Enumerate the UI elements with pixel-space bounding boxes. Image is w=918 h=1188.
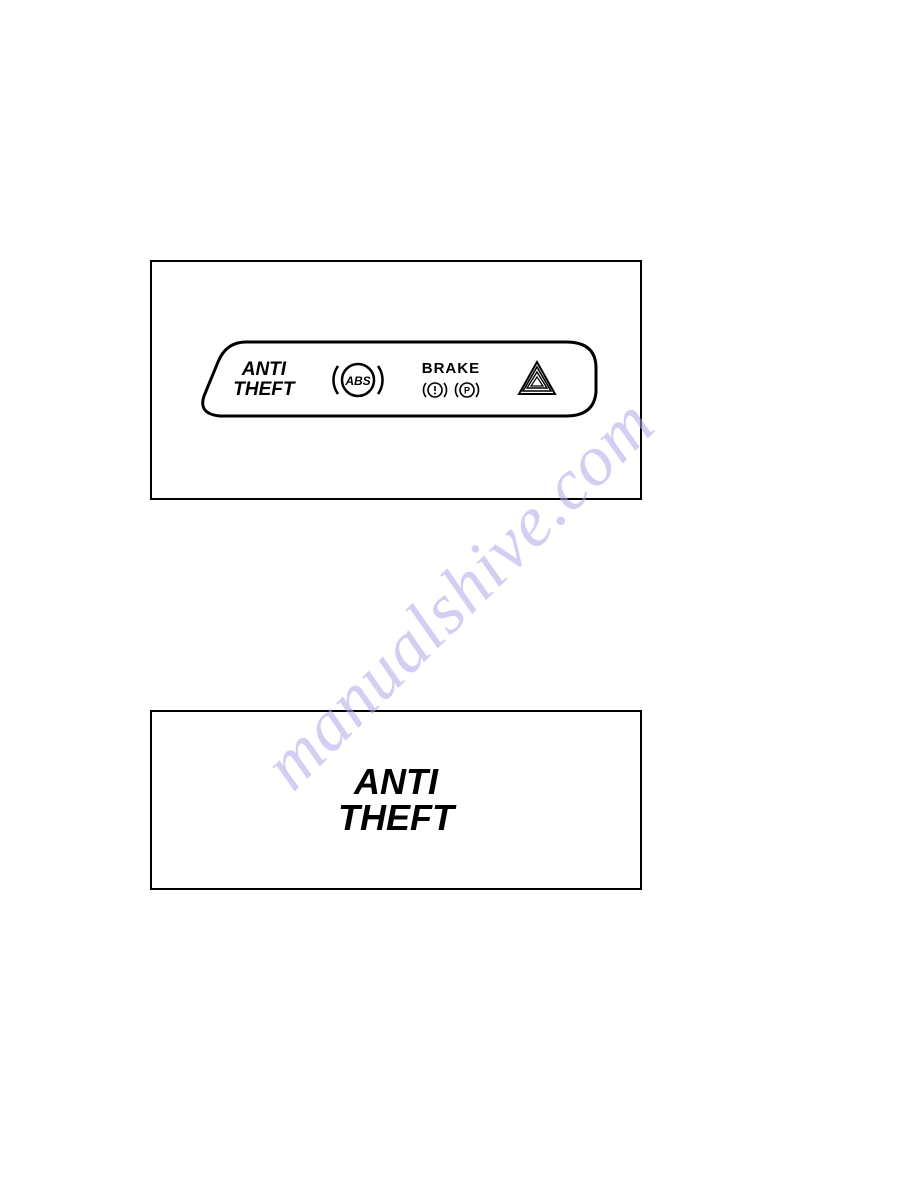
abs-indicator-icon: ABS xyxy=(329,358,387,402)
anti-theft-line1: ANTI xyxy=(233,360,294,380)
brake-icons-row: P xyxy=(422,379,480,401)
figure-anti-theft-label: ANTI THEFT xyxy=(150,710,642,890)
figure-cluster-panel: ANTI THEFT ABS BRAKE xyxy=(150,260,642,500)
svg-text:P: P xyxy=(464,385,470,395)
anti-theft-big-label: ANTI THEFT xyxy=(338,764,454,836)
anti-theft-indicator-label: ANTI THEFT xyxy=(233,360,294,400)
abs-icon-svg: ABS xyxy=(329,358,387,402)
brake-label-text: BRAKE xyxy=(422,360,480,377)
abs-text: ABS xyxy=(344,374,370,388)
cluster-content-row: ANTI THEFT ABS BRAKE xyxy=(186,334,606,426)
big-anti-line2: THEFT xyxy=(338,800,454,836)
anti-theft-line2: THEFT xyxy=(233,380,294,400)
big-anti-line1: ANTI xyxy=(338,764,454,800)
hazard-warning-icon xyxy=(515,358,559,403)
hazard-icon-svg xyxy=(515,358,559,398)
parking-brake-icon: P xyxy=(454,379,480,401)
brake-indicator-block: BRAKE P xyxy=(422,360,480,401)
brake-warning-icon xyxy=(422,379,448,401)
instrument-cluster-outline: ANTI THEFT ABS BRAKE xyxy=(186,334,606,426)
